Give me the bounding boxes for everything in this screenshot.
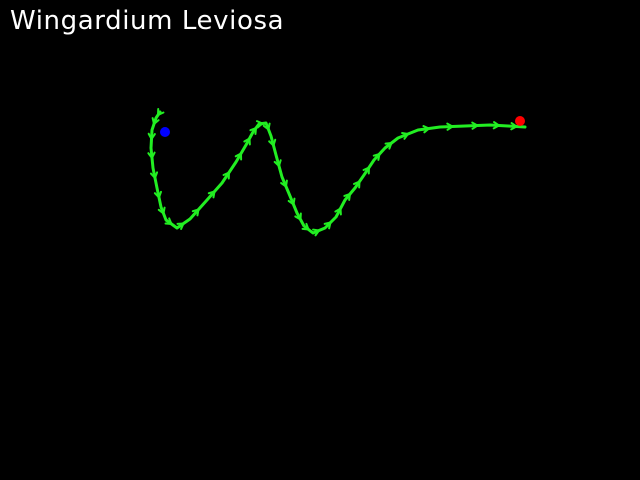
arrowhead-icon	[149, 171, 159, 179]
arrowhead-icon	[151, 117, 160, 125]
arrowhead-icon	[249, 127, 257, 135]
arrowhead-icon	[510, 122, 518, 131]
arrowhead-icon	[262, 122, 271, 131]
arrowhead-icon	[323, 221, 332, 230]
arrowhead-icon	[273, 159, 282, 167]
end-point-marker	[515, 116, 525, 126]
arrowhead-icon	[287, 197, 296, 206]
arrowhead-icon	[401, 131, 409, 140]
arrowhead-icon	[147, 132, 156, 140]
arrowhead-icon	[191, 208, 200, 217]
arrowhead-icon	[153, 190, 163, 199]
arrowhead-icon	[176, 222, 185, 230]
arrowhead-icon	[362, 166, 370, 175]
arrowhead-icon	[384, 142, 393, 150]
arrowhead-icon	[147, 151, 156, 159]
spell-title: Wingardium Leviosa	[10, 6, 285, 36]
direction-arrows	[147, 108, 518, 237]
arrowhead-icon	[207, 190, 216, 199]
arrowhead-icon	[268, 138, 277, 147]
arrowhead-icon	[294, 212, 302, 221]
arrowhead-icon	[234, 152, 243, 161]
arrowhead-icon	[157, 108, 165, 116]
arrowhead-icon	[372, 153, 381, 161]
arrowhead-icon	[422, 125, 430, 134]
arrowhead-icon	[353, 180, 361, 189]
arrowhead-icon	[301, 222, 310, 231]
arrowhead-icon	[243, 137, 251, 146]
arrowhead-icon	[222, 171, 230, 180]
arrowhead-icon	[280, 179, 288, 188]
arrowhead-icon	[164, 217, 173, 225]
arrowhead-icon	[446, 122, 454, 131]
arrowhead-icon	[334, 207, 342, 216]
arrowhead-icon	[471, 121, 479, 130]
arrowhead-icon	[312, 228, 320, 237]
arrowhead-icon	[343, 193, 351, 201]
start-point-marker	[160, 127, 170, 137]
gesture-path	[149, 110, 527, 235]
arrowhead-icon	[255, 120, 264, 129]
arrowhead-icon	[157, 206, 166, 215]
arrowhead-icon	[492, 121, 500, 130]
